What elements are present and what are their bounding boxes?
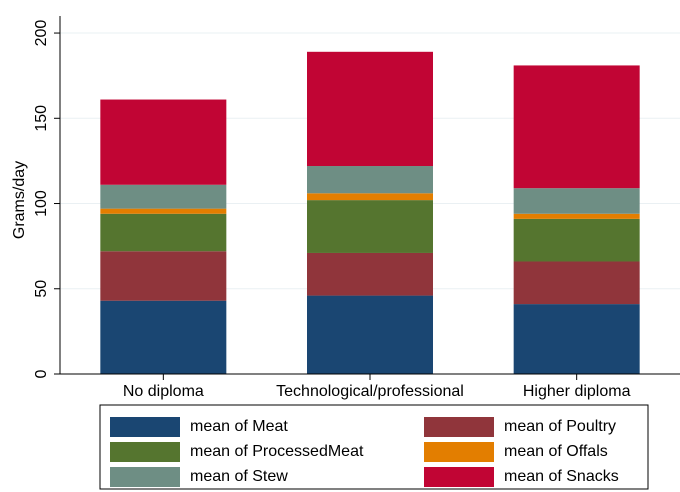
y-tick-label: 50	[33, 280, 50, 298]
bar-segment	[307, 252, 433, 296]
legend-label: mean of Poultry	[504, 418, 616, 435]
legend-label: mean of Meat	[190, 418, 288, 435]
y-axis-title: Grams/day	[11, 161, 28, 239]
y-tick-label: 100	[33, 190, 50, 217]
bar-segment	[100, 300, 227, 374]
bar-segment	[307, 193, 433, 201]
bar-segment	[100, 208, 227, 214]
bar-segment	[513, 261, 640, 305]
legend-box	[99, 404, 649, 490]
legend-swatch	[110, 442, 180, 462]
bar-segment	[307, 200, 433, 253]
x-tick-label: Higher diploma	[523, 383, 631, 400]
legend-label: mean of ProcessedMeat	[190, 443, 364, 460]
legend-swatch	[424, 442, 494, 462]
legend-label: mean of Snacks	[504, 468, 619, 485]
bar-segment	[100, 251, 227, 301]
x-tick-label: No diploma	[123, 383, 204, 400]
legend-label: mean of Offals	[504, 443, 608, 460]
bar-segment	[307, 295, 433, 374]
y-tick-label: 200	[33, 20, 50, 47]
bar-segment	[513, 304, 640, 374]
legend-swatch	[424, 467, 494, 487]
y-tick-label: 0	[33, 369, 50, 378]
bar-segment	[513, 218, 640, 262]
bar-segment	[513, 188, 640, 214]
bar-segment	[100, 99, 227, 185]
legend-label: mean of Stew	[190, 468, 288, 485]
bar-segment	[307, 51, 433, 167]
bar-segment	[513, 65, 640, 189]
legend-swatch	[110, 417, 180, 437]
legend-swatch	[110, 467, 180, 487]
legend-swatch	[424, 417, 494, 437]
bar-segment	[100, 213, 227, 252]
bar-segment	[307, 166, 433, 194]
bar-segment	[100, 184, 227, 209]
y-tick-label: 150	[33, 105, 50, 132]
bar-segment	[513, 213, 640, 219]
x-tick-label: Technological/professional	[276, 383, 464, 400]
